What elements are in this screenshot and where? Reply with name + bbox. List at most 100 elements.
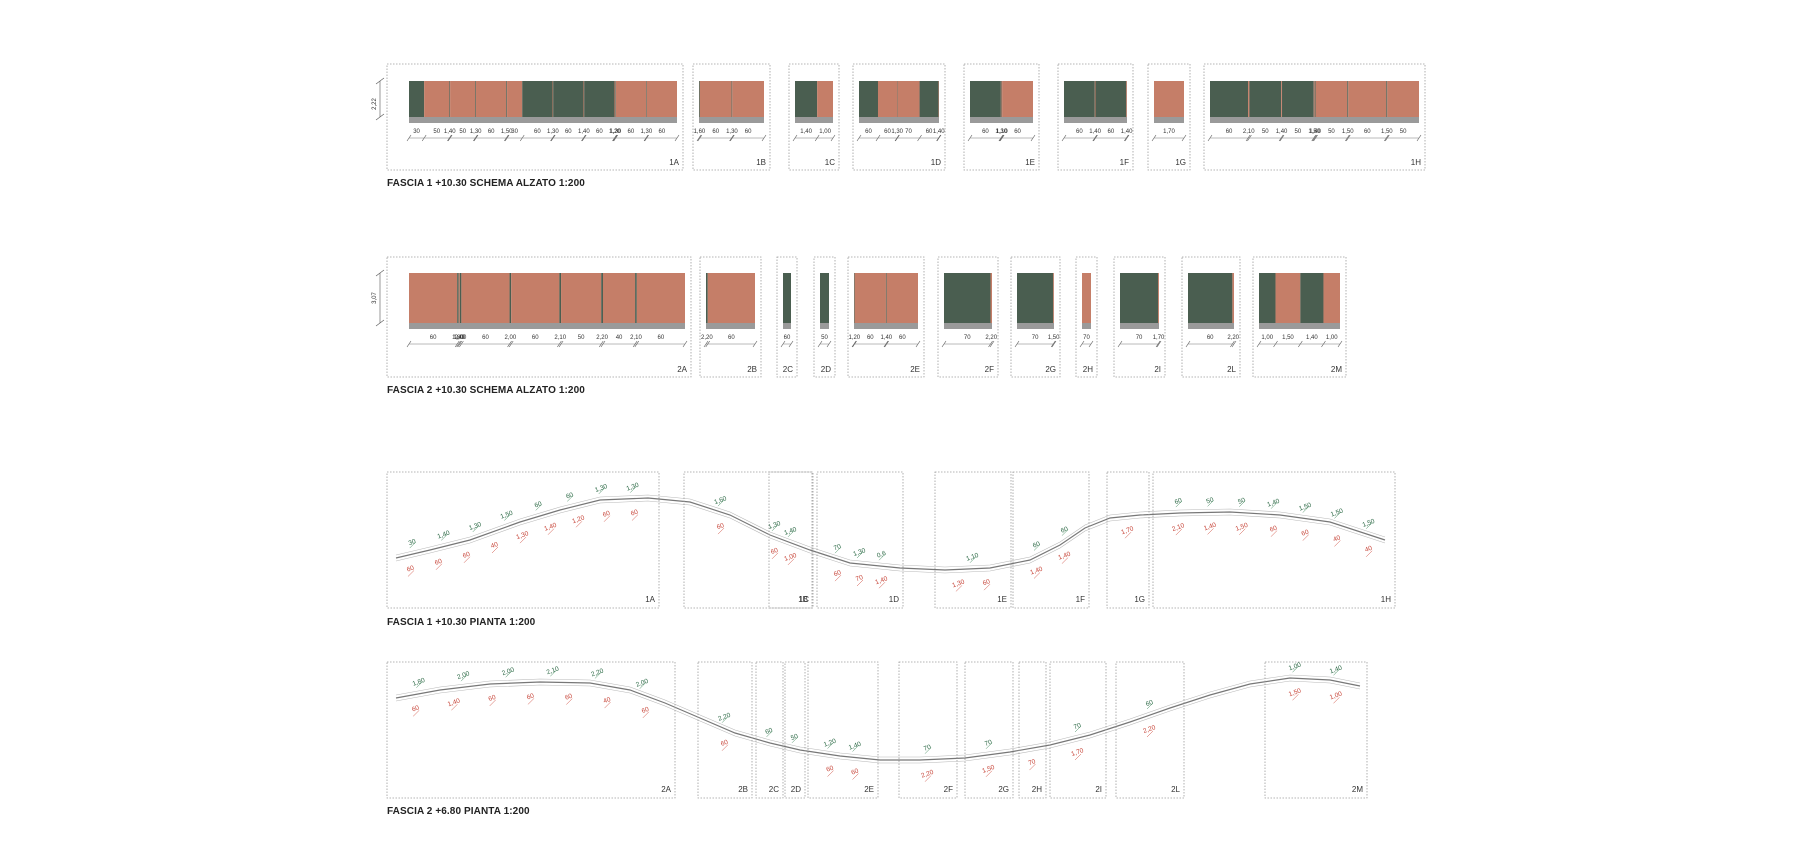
- plan-dimension-green: 2,00: [635, 678, 650, 689]
- segment-green: [510, 273, 512, 323]
- segment-terracotta: [887, 273, 918, 323]
- segment-dimension-label: 1,40: [933, 129, 945, 135]
- segment-dimension-label: 1,30: [610, 129, 622, 135]
- segment-terracotta: [583, 81, 584, 117]
- plan-dimension-green: 1,30: [594, 483, 609, 494]
- plan-dimension-red: 60: [833, 569, 843, 578]
- plan-dimension-red: 60: [526, 692, 536, 701]
- segment-terracotta: [476, 81, 506, 117]
- segment-dimension-label: 1,40: [444, 129, 456, 135]
- segment-dimension-label: 50: [1295, 129, 1302, 135]
- panel-frame: [1013, 472, 1089, 608]
- plan-dimension-green: 1,40: [783, 526, 798, 537]
- plan-dimension-green: 70: [923, 744, 933, 753]
- panel-label-2g: 2G: [998, 785, 1009, 794]
- segment-green: [506, 81, 507, 117]
- segment-green: [795, 81, 817, 117]
- plan-dimension-green: 0,6: [876, 550, 887, 560]
- segment-dimension-label: 1,00: [819, 129, 831, 135]
- plan-dimension-green: 30: [408, 538, 418, 547]
- segment-dimension-label: 60: [658, 335, 665, 341]
- segment-terracotta: [450, 81, 475, 117]
- segment-green: [859, 81, 878, 117]
- segment-dimension-label: 60: [745, 129, 752, 135]
- segment-green: [1249, 81, 1281, 117]
- section-title-fascia-2-elevation: FASCIA 2 +10.30 SCHEMA ALZATO 1:200: [387, 385, 585, 396]
- segment-dimension-label: 60: [1364, 129, 1371, 135]
- plan-dimension-red: 40: [490, 541, 500, 550]
- segment-dimension-label: 60: [659, 129, 666, 135]
- panel-label-1h: 1H: [1381, 595, 1391, 604]
- plan-dimension-red: 60: [825, 765, 835, 774]
- panel-label-1e: 1E: [997, 595, 1007, 604]
- segment-green: [732, 81, 733, 117]
- segment-dimension-label: 1,50: [1282, 335, 1294, 341]
- panel-frame: [817, 472, 903, 608]
- segment-terracotta: [1095, 81, 1096, 117]
- segment-dimension-label: 70: [1083, 335, 1090, 341]
- segment-dimension-label: 30: [413, 129, 420, 135]
- segment-terracotta: [1001, 81, 1002, 117]
- plan-dimension-green: 1,30: [852, 547, 867, 558]
- plan-dimension-red: 40: [1364, 545, 1374, 554]
- segment-green: [553, 81, 583, 117]
- plan-dimension-red: 1,50: [981, 764, 996, 775]
- plan-dimension-green: 2,00: [456, 670, 471, 681]
- plan-dimension-red: 60: [462, 551, 472, 560]
- panel-label-1e: 1E: [1025, 158, 1035, 167]
- plan-dimension-green: 1,80: [412, 677, 427, 688]
- panel-label-2h: 2H: [1032, 785, 1042, 794]
- plan-dimension-red: 1,40: [1029, 566, 1044, 577]
- segment-terracotta: [647, 81, 677, 117]
- segment-terracotta: [1314, 81, 1315, 117]
- segment-dimension-label: 1,00: [1261, 335, 1273, 341]
- plan-dimension-red: 60: [770, 547, 780, 556]
- segment-dimension-label: 60: [532, 335, 539, 341]
- segment-dimension-label: 50: [433, 129, 440, 135]
- segment-terracotta: [461, 273, 509, 323]
- plan-dimension-green: 70: [833, 543, 843, 552]
- segment-terracotta: [1323, 273, 1340, 323]
- plan-dimension-green: 1,30: [767, 520, 782, 531]
- panel-label-1c: 1C: [799, 595, 809, 604]
- panel-label-2m: 2M: [1352, 785, 1363, 794]
- plan-dimension-green: 1,10: [965, 552, 980, 563]
- plan-dimension-red: 40: [602, 696, 612, 705]
- plan-dimension-green: 60: [565, 491, 575, 500]
- segment-terracotta: [1154, 81, 1184, 117]
- segment-dimension-label: 2,10: [1243, 129, 1255, 135]
- plan-dimension-red: 2,20: [1142, 724, 1157, 735]
- segment-dimension-label: 2,00: [455, 335, 467, 341]
- panel-label-2d: 2D: [821, 365, 831, 374]
- segment-dimension-label: 60: [1226, 129, 1233, 135]
- panel-label-1d: 1D: [889, 595, 899, 604]
- segment-dimension-label: 2,00: [505, 335, 517, 341]
- plan-dimension-green: 60: [1060, 526, 1070, 535]
- base-strip: [409, 323, 685, 329]
- segment-terracotta: [616, 81, 646, 117]
- base-strip: [706, 323, 755, 329]
- segment-terracotta: [700, 81, 732, 117]
- panel-label-1d: 1D: [931, 158, 941, 167]
- base-strip: [854, 323, 918, 329]
- panel-frame: [935, 472, 1011, 608]
- plan-dimension-red: 1,40: [543, 522, 558, 533]
- segment-green: [559, 273, 561, 323]
- plan-dimension-red: 1,00: [1329, 690, 1344, 701]
- segment-dimension-label: 1,40: [880, 335, 892, 341]
- segment-green: [601, 273, 603, 323]
